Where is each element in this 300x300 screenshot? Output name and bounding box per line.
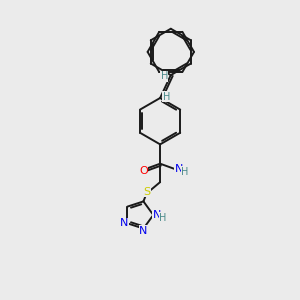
Text: S: S: [143, 187, 150, 197]
Text: N: N: [175, 164, 183, 174]
Text: O: O: [139, 166, 148, 176]
Text: N: N: [139, 226, 148, 236]
Text: N: N: [120, 218, 129, 228]
Text: H: H: [159, 213, 166, 223]
Text: H: H: [181, 167, 189, 177]
Text: H: H: [160, 71, 168, 81]
Text: H: H: [163, 92, 170, 102]
Text: N: N: [153, 210, 161, 220]
